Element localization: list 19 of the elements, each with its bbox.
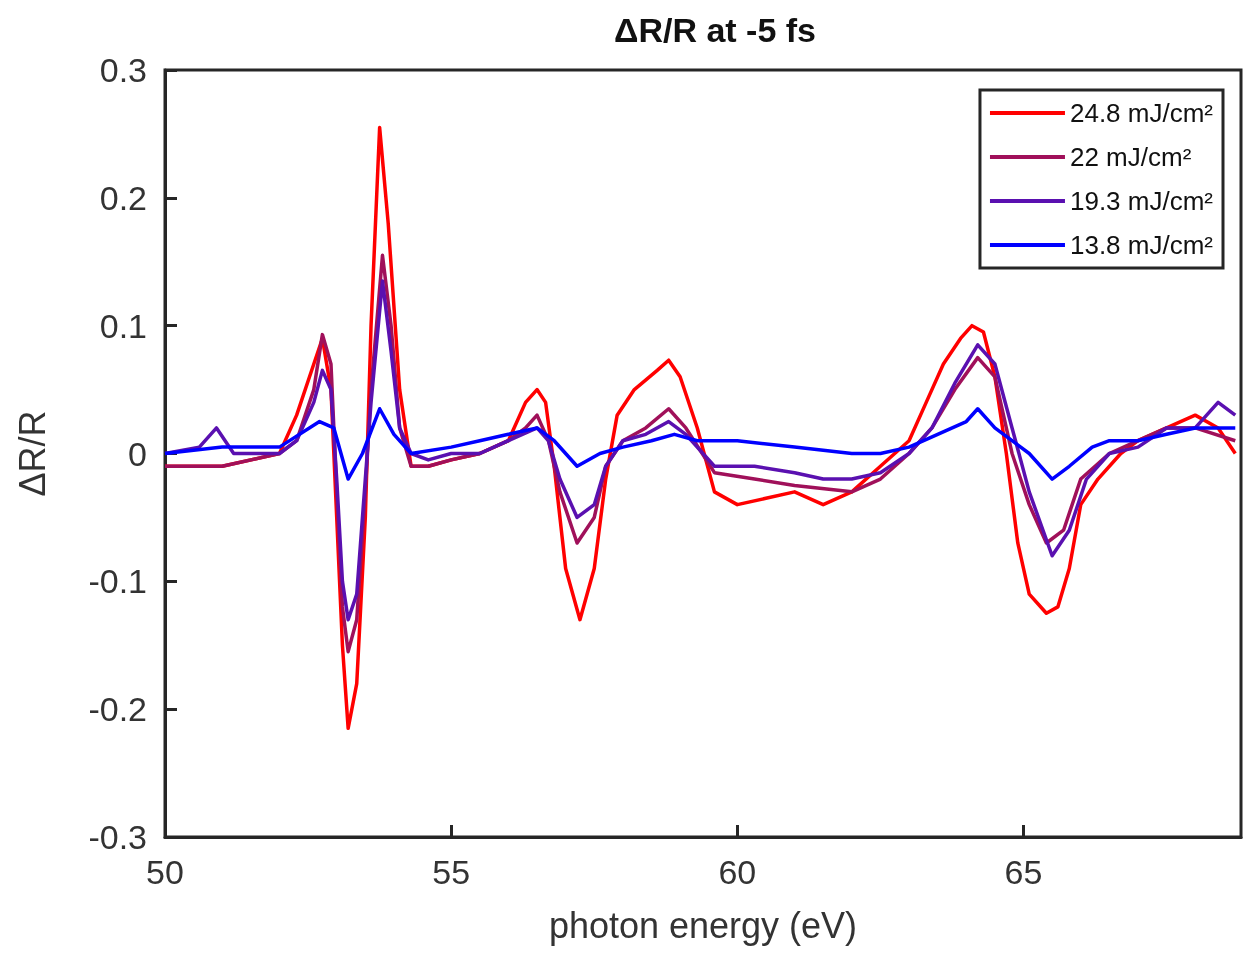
x-tick-label: 65 [1004,853,1043,891]
y-tick-label: -0.2 [88,690,147,729]
legend-label: 19.3 mJ/cm² [1069,186,1214,216]
y-axis-title: ΔR/R [11,410,53,497]
x-tick-label: 50 [146,853,184,891]
y-tick-label: 0.2 [99,178,147,217]
legend-label: 13.8 mJ/cm² [1069,230,1214,260]
x-tick-label: 60 [718,853,757,891]
y-tick-label: -0.3 [88,818,147,856]
y-tick-label: 0.3 [99,51,147,89]
y-tick-label: 0 [128,434,147,473]
x-axis-title: photon energy (eV) [548,904,858,946]
y-tick-label: 0.1 [99,306,147,345]
x-tick-label: 55 [432,853,471,891]
line-series [163,407,1238,481]
chart-title: ΔR/R at -5 fs [613,11,817,49]
legend-label: 24.8 mJ/cm² [1069,98,1214,128]
legend-label: 22 mJ/cm² [1069,142,1192,172]
y-tick-label: -0.1 [88,562,147,601]
